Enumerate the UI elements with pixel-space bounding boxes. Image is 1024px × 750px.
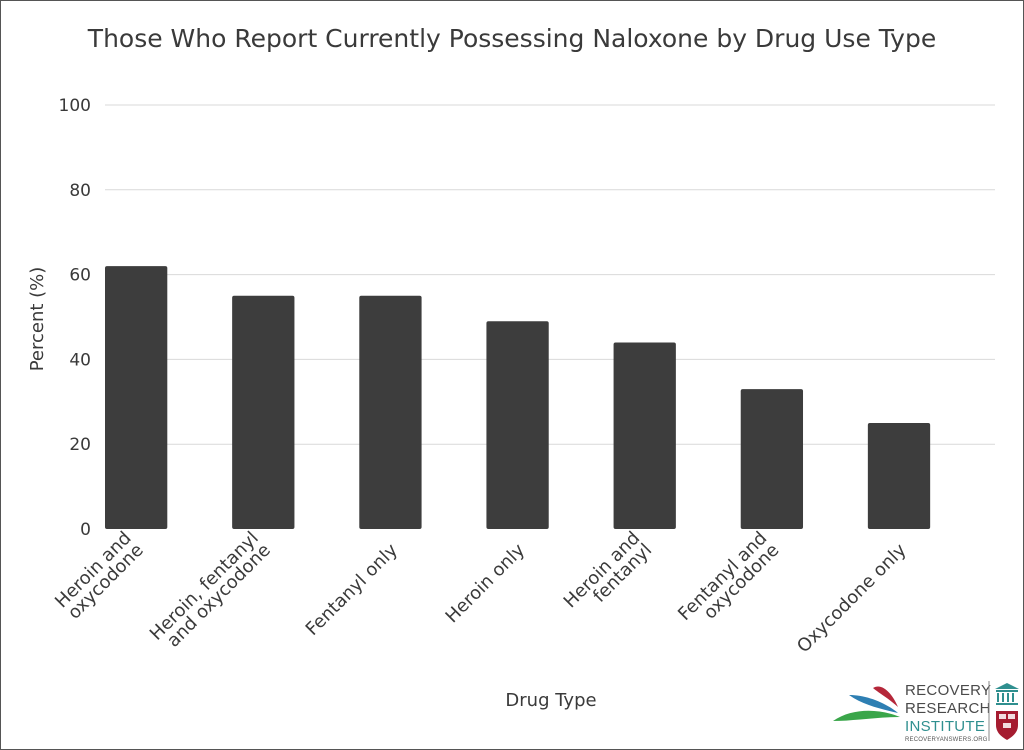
recovery-research-institute-logo: RECOVERY RESEARCH INSTITUTE RECOVERYANSW… [833, 681, 1019, 743]
logo-line-recovery: RECOVERY [905, 682, 991, 699]
y-axis-ticks: 0 20 40 60 80 100 [59, 96, 91, 540]
logo-green-swoosh [833, 710, 900, 721]
bar [613, 342, 676, 529]
x-category-label: Oxycodone only [793, 539, 911, 657]
bars [105, 266, 931, 529]
logo-url: RECOVERYANSWERS.ORG [905, 737, 988, 743]
logo-blue-swoosh [849, 695, 898, 713]
y-tick-label: 0 [80, 520, 91, 540]
y-tick-label: 80 [69, 181, 91, 201]
logo-line-research: RESEARCH [905, 700, 991, 717]
x-category-label: Fentanyl only [302, 539, 403, 640]
bar [740, 389, 804, 529]
bar [105, 266, 168, 529]
x-axis-label: Drug Type [505, 690, 596, 711]
bar [359, 295, 422, 529]
logo-red-swoosh [873, 686, 898, 707]
x-category-label: Heroin, fentanyland oxycodone [146, 528, 275, 657]
y-axis-label: Percent (%) [27, 267, 48, 372]
y-tick-label: 20 [69, 435, 91, 455]
x-category-label: Heroin only [442, 539, 530, 627]
x-category-label: Fentanyl andoxycodone [674, 528, 783, 637]
x-category-label-line: Oxycodone only [793, 539, 911, 657]
building-icon [995, 683, 1019, 705]
shield-icon [996, 711, 1018, 740]
bar [486, 321, 549, 529]
chart-title: Those Who Report Currently Possessing Na… [87, 24, 936, 53]
x-category-label: Heroin andoxycodone [51, 528, 148, 625]
y-tick-label: 60 [69, 266, 91, 286]
x-category-label-line: Heroin only [442, 539, 530, 627]
x-category-label-line: Fentanyl only [302, 539, 403, 640]
x-category-label: Heroin andfentanyl [560, 528, 657, 625]
bar [867, 423, 931, 529]
x-category-label-line: Heroin, fentanyl [146, 528, 263, 645]
logo-line-institute: INSTITUTE [905, 718, 985, 735]
bar [232, 295, 295, 529]
y-tick-label: 100 [59, 96, 91, 116]
y-tick-label: 40 [69, 350, 91, 370]
